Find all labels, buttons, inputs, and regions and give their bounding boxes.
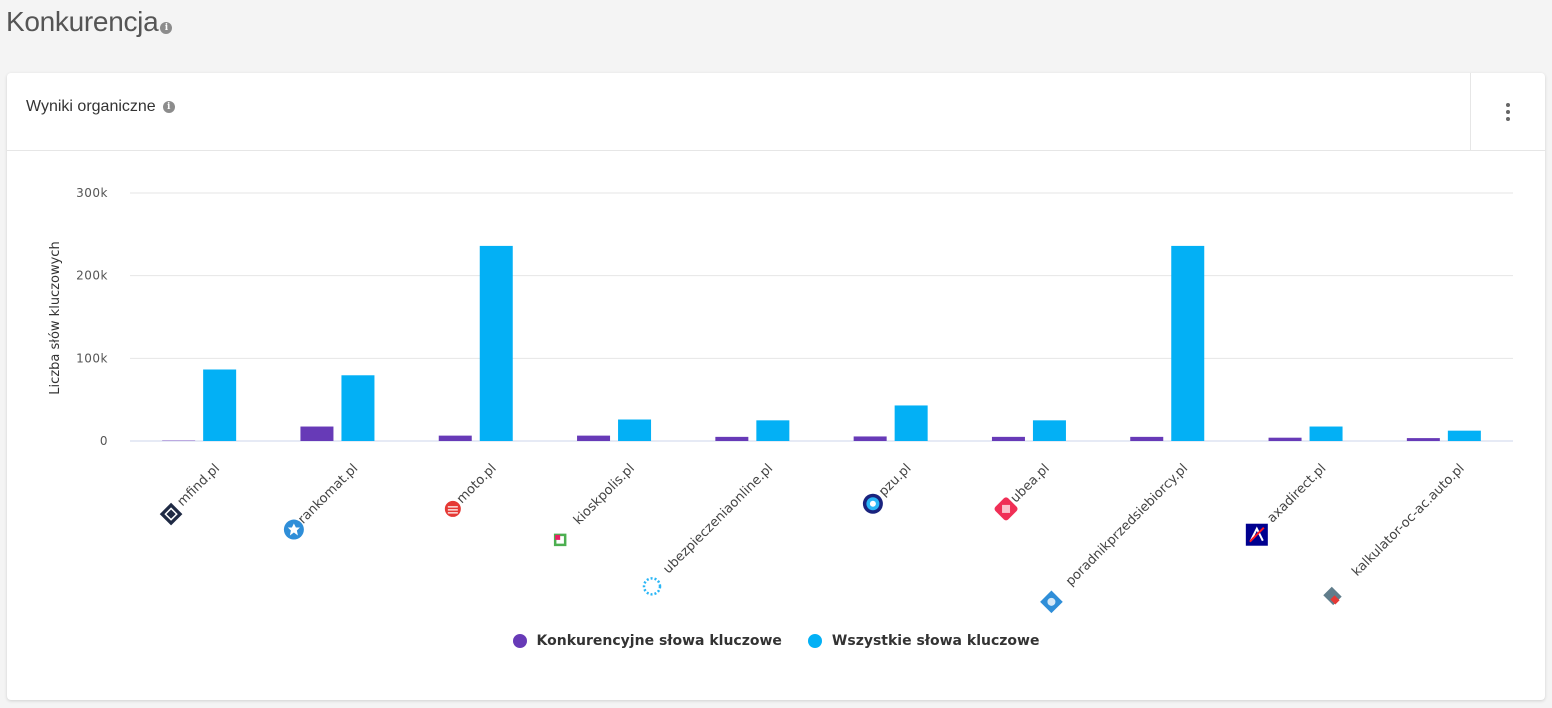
bar-competitive-keywords[interactable] xyxy=(1268,437,1302,441)
legend-label: Wszystkie słowa kluczowe xyxy=(831,633,1040,649)
bar-all-keywords[interactable] xyxy=(1171,245,1205,441)
bar-chart: 0 100k 200k 300k Liczba słów kluczowych mfi… xyxy=(48,186,1513,614)
legend-marker xyxy=(807,634,822,648)
x-tick-label: poradnikprzedsiebiorcy.pl xyxy=(1063,461,1191,589)
x-tick-label: moto.pl xyxy=(454,461,500,507)
moto-logo-icon xyxy=(444,500,461,517)
y-tick-label: 100k xyxy=(76,351,108,365)
legend-item-competitive-keywords[interactable]: Konkurencyjne słowa kluczowe xyxy=(512,633,782,649)
ubea-logo-icon xyxy=(994,497,1018,521)
chart-legend: Konkurencyjne słowa kluczowe Wszystkie sł… xyxy=(7,633,1545,649)
bar-all-keywords[interactable] xyxy=(479,245,513,441)
kebab-menu-button[interactable] xyxy=(1470,73,1545,150)
bar-all-keywords[interactable] xyxy=(203,369,237,441)
poradnikprzedsiebiorcy-logo-icon xyxy=(1040,590,1063,614)
kalkulator-logo-icon xyxy=(1323,586,1342,606)
bar-competitive-keywords[interactable] xyxy=(438,435,472,441)
y-axis-ticks: 0 100k 200k 300k xyxy=(76,186,108,448)
bar-all-keywords[interactable] xyxy=(894,405,928,441)
kioskpolis-logo-icon xyxy=(553,533,567,547)
legend-label: Konkurencyjne słowa kluczowe xyxy=(536,633,782,649)
x-tick-label: ubea.pl xyxy=(1008,461,1053,506)
bar-all-keywords[interactable] xyxy=(1447,430,1481,441)
bar-competitive-keywords[interactable] xyxy=(1406,438,1440,441)
bar-all-keywords[interactable] xyxy=(1309,426,1343,441)
bar-competitive-keywords[interactable] xyxy=(715,436,749,441)
bar-competitive-keywords[interactable] xyxy=(300,426,334,441)
chart-grid xyxy=(130,192,1513,442)
x-tick-label: mfind.pl xyxy=(175,461,223,509)
y-axis-title: Liczba słów kluczowych xyxy=(48,241,63,394)
ubezpieczeniaonline-logo-icon xyxy=(642,577,662,596)
y-tick-label: 0 xyxy=(100,434,108,448)
kebab-menu-dot xyxy=(1506,109,1510,114)
bar-all-keywords[interactable] xyxy=(341,375,375,441)
x-tick-label: kalkulator-oc-ac.auto.pl xyxy=(1349,461,1467,579)
x-tick-label: ubezpieczeniaonline.pl xyxy=(660,461,776,577)
info-icon[interactable]: i xyxy=(162,101,175,113)
organic-results-card: Wyniki organiczne i 0 100k 200k 300k Liczba… xyxy=(7,73,1545,700)
x-axis-categories: mfind.pl rankomat.pl moto.pl kioskpolis.pl u… xyxy=(159,461,1468,614)
card-title-text: Wyniki organiczne xyxy=(26,98,156,115)
x-tick-label: pzu.pl xyxy=(876,461,914,499)
x-tick-label: rankomat.pl xyxy=(295,461,361,527)
legend-marker xyxy=(512,634,527,648)
chart-bars xyxy=(162,245,1481,441)
info-icon[interactable]: i xyxy=(160,22,173,34)
y-tick-label: 300k xyxy=(76,186,108,200)
bar-competitive-keywords[interactable] xyxy=(1130,436,1164,441)
card-title: Wyniki organiczne i xyxy=(26,98,175,116)
y-tick-label: 200k xyxy=(76,269,108,283)
mfind-logo-icon xyxy=(159,502,183,526)
bar-all-keywords[interactable] xyxy=(1032,420,1066,441)
axadirect-logo-icon xyxy=(1245,523,1268,546)
bar-competitive-keywords[interactable] xyxy=(577,435,611,441)
rankomat-logo-icon xyxy=(283,519,304,540)
page-title-text: Konkurencja xyxy=(6,6,159,37)
legend-item-all-keywords[interactable]: Wszystkie słowa kluczowe xyxy=(807,633,1040,649)
x-tick-label: kioskpolis.pl xyxy=(571,461,638,528)
kebab-menu-dot xyxy=(1506,116,1510,121)
bar-competitive-keywords[interactable] xyxy=(853,436,887,441)
bar-competitive-keywords[interactable] xyxy=(991,436,1025,441)
pzu-logo-icon xyxy=(862,493,883,514)
x-tick-label: axadirect.pl xyxy=(1264,461,1329,526)
kebab-menu-icon xyxy=(1506,102,1510,107)
page-title: Konkurencja i xyxy=(6,6,173,38)
bar-all-keywords[interactable] xyxy=(756,420,790,441)
bar-all-keywords[interactable] xyxy=(618,419,652,441)
card-header: Wyniki organiczne i xyxy=(7,73,1545,151)
